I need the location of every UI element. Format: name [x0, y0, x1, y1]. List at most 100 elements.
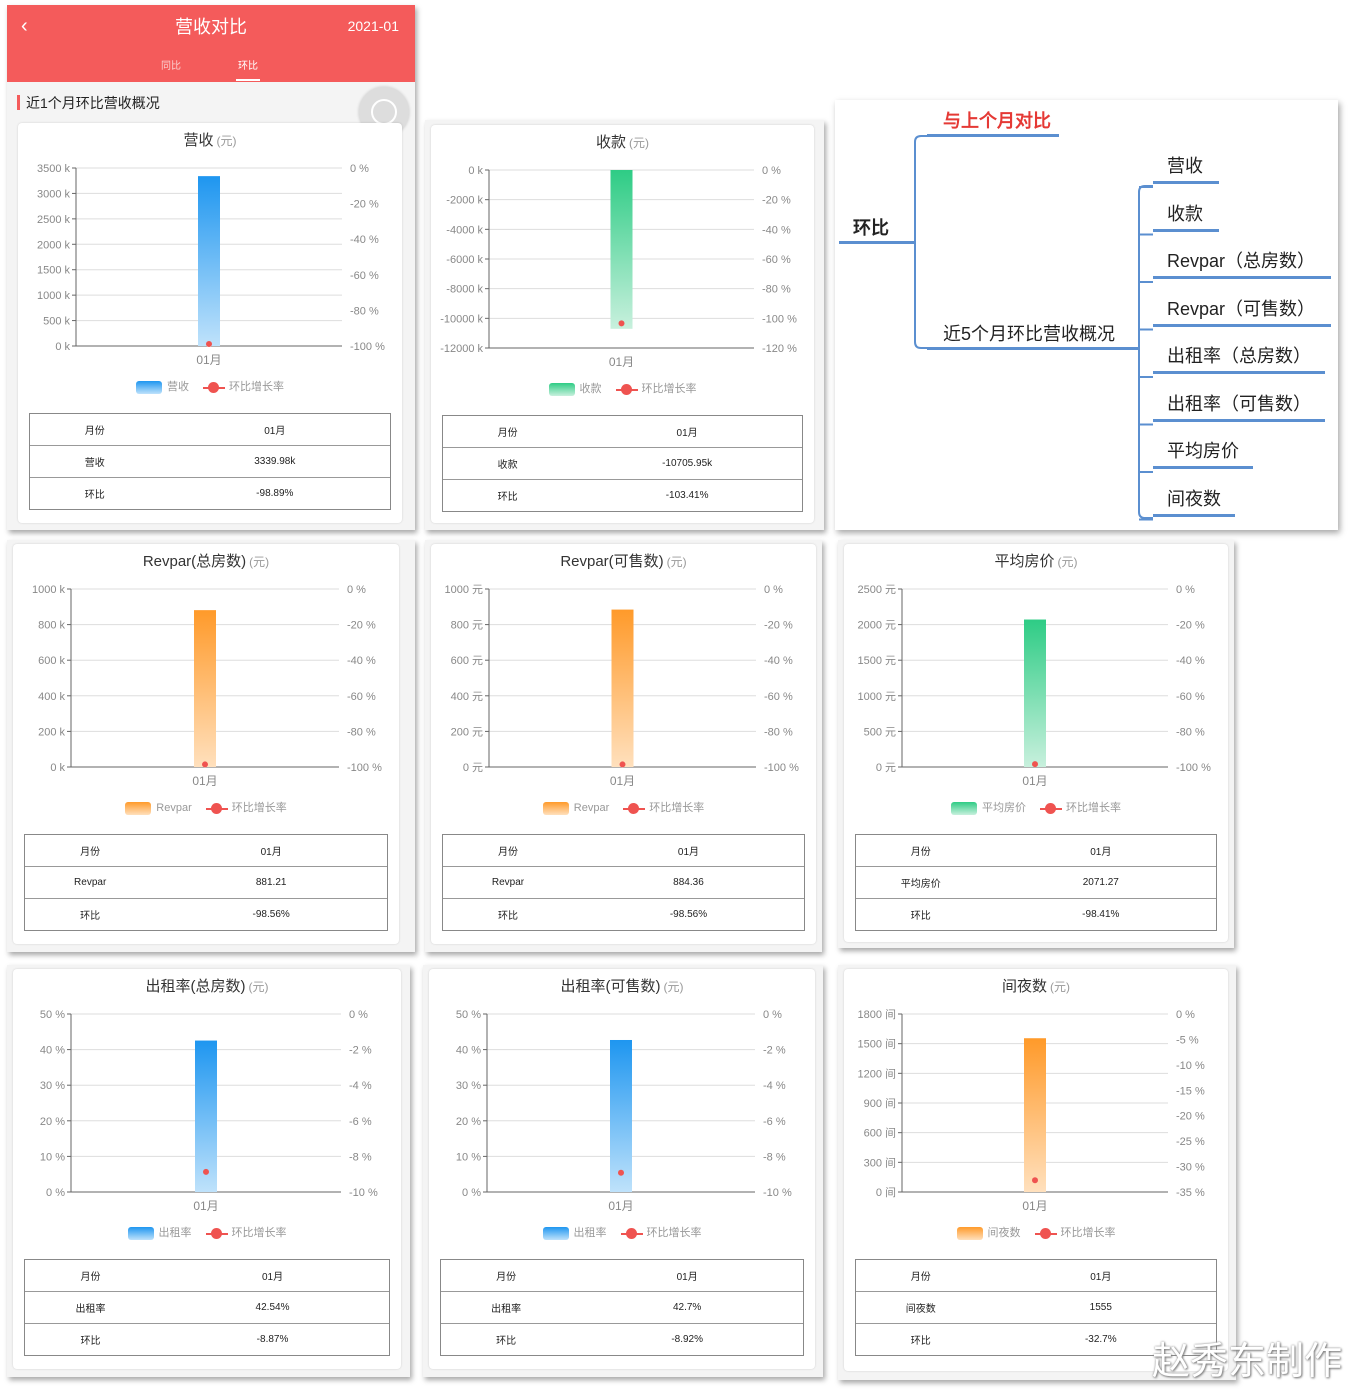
legend-bar-swatch[interactable] [956, 1226, 983, 1240]
tab-mom[interactable]: 环比 [238, 61, 258, 72]
legend-bar-swatch[interactable] [136, 380, 162, 394]
legend-bar-label[interactable]: 出租率 [158, 1227, 192, 1239]
y-tick-label: 0 元 [463, 762, 483, 774]
legend-bar-swatch[interactable] [542, 801, 569, 815]
bar-01[interactable] [610, 1039, 632, 1192]
table-cell-value: 884.36 [673, 877, 704, 888]
table-cell-label: 月份 [496, 1272, 517, 1283]
legend-line-label[interactable]: 环比增长率 [646, 1227, 702, 1239]
x-tick-label: 01月 [610, 774, 635, 788]
legend-bar-swatch[interactable] [127, 1226, 154, 1240]
chart-legend: 出租率 环比增长率 [13, 1224, 401, 1240]
panel-revpar-total: Revpar(总房数) (元) 1000 k 800 k 600 k 400 k 200 k… [7, 540, 415, 952]
mindmap-leaf-line-7 [1153, 513, 1235, 517]
bar-chart: 50 % 40 % 30 % 20 % 10 % 0 % 0 % -2 % -4 % -6 % -8… [456, 1009, 792, 1213]
growth-point-01[interactable] [619, 761, 626, 768]
legend-bar-label[interactable]: 平均房价 [982, 802, 1026, 814]
table-row-value: Revpar 881.21 [25, 866, 387, 898]
card-collection: 收款 (元) 0 k -2000 k -4000 k -6000 k -8000 k -100… [431, 125, 814, 523]
legend-line-swatch[interactable] [205, 802, 228, 815]
chart-title-unit: (元) [1050, 980, 1070, 994]
growth-point-01[interactable] [618, 320, 625, 327]
growth-point-01[interactable] [203, 1168, 209, 1175]
legend-line-label[interactable]: 环比增长率 [649, 802, 705, 814]
bar-01[interactable] [195, 1040, 217, 1192]
legend-bar-swatch[interactable] [125, 801, 152, 815]
legend-bar-label[interactable]: Revpar [156, 802, 192, 814]
y-tick-label: 50 % [40, 1009, 65, 1021]
legend-bar-label[interactable]: 收款 [579, 383, 602, 395]
legend-line-label[interactable]: 环比增长率 [1066, 802, 1121, 814]
bar-01[interactable] [1024, 1038, 1046, 1192]
panel-occupancy-sellable: 出租率(可售数) (元) 50 % 40 % 30 % 20 % 10 % 0 % 0 % -2 … [423, 965, 823, 1377]
y2-tick-label: -10 % [1176, 1060, 1205, 1072]
legend-bar-swatch[interactable] [951, 801, 977, 815]
growth-point-01[interactable] [1032, 761, 1038, 768]
y-tick-label: 0 k [55, 341, 70, 353]
mindmap-branch-previous-month: 与上个月对比 [943, 111, 1051, 131]
legend-line-label[interactable]: 环比增长率 [641, 383, 697, 395]
chart-legend: 平均房价 环比增长率 [844, 799, 1228, 815]
chart-title-text: Revpar(总房数) [142, 553, 247, 570]
y-tick-label: 500 元 [864, 726, 896, 738]
legend-line-label[interactable]: 环比增长率 [229, 381, 284, 393]
legend-bar-label[interactable]: 出租率 [573, 1227, 607, 1239]
legend-line-swatch[interactable] [623, 802, 646, 815]
bar-chart: 50 % 40 % 30 % 20 % 10 % 0 % 0 % -2 % -4 % -6 % -8… [40, 1009, 378, 1213]
bar-01[interactable] [1024, 619, 1046, 767]
table-cell-value: 2071.27 [1082, 877, 1119, 888]
data-table: 月份 01月 平均房价 2071.27 环比 -98.41% [855, 834, 1217, 931]
y-tick-label: 50 % [456, 1009, 481, 1021]
y2-tick-label: -100 % [1176, 762, 1211, 774]
table-cell-value: -103.41% [665, 490, 709, 501]
mindmap-leaf-6: 平均房价 [1167, 441, 1239, 461]
legend-line-swatch[interactable] [205, 1227, 228, 1240]
chart-legend: 收款 环比增长率 [431, 380, 814, 396]
table-cell-value: -8.92% [671, 1334, 703, 1345]
table-cell-value: 42.54% [255, 1302, 290, 1313]
y2-tick-label: -80 % [347, 726, 376, 738]
legend-line-swatch[interactable] [203, 381, 225, 394]
growth-point-01[interactable] [206, 341, 212, 348]
growth-point-01[interactable] [618, 1169, 624, 1176]
y2-tick-label: -20 % [347, 620, 376, 632]
legend-bar-label[interactable]: 营收 [167, 381, 189, 393]
legend-bar-label[interactable]: 间夜数 [987, 1227, 1021, 1239]
legend-line-label[interactable]: 环比增长率 [1060, 1227, 1116, 1239]
legend-line-swatch[interactable] [620, 1227, 643, 1240]
table-cell-value: 01月 [1090, 847, 1112, 858]
back-chevron-icon[interactable]: ‹ [21, 15, 28, 37]
tab-yoy[interactable]: 同比 [161, 61, 181, 72]
legend-line-label[interactable]: 环比增长率 [231, 802, 287, 814]
date-selector[interactable]: 2021-01 [347, 18, 399, 34]
legend-line-swatch[interactable] [615, 383, 638, 396]
bar-01[interactable] [198, 176, 220, 346]
y-tick-label: 0 % [462, 1187, 481, 1199]
y-tick-label: 2000 k [37, 239, 71, 251]
panel-revpar-sellable: Revpar(可售数) (元) 1000 元 800 元 600 元 400 元 200 元… [425, 540, 822, 952]
legend-bar-swatch[interactable] [548, 382, 575, 396]
mindmap-leaf-line-2 [1153, 276, 1331, 279]
legend-bar-label[interactable]: Revpar [573, 802, 610, 814]
bar-01[interactable] [610, 170, 633, 329]
y2-tick-label: -100 % [762, 313, 797, 325]
chart-title-text: 收款 [595, 134, 626, 151]
x-tick-label: 01月 [1022, 1199, 1047, 1213]
y-tick-label: 30 % [40, 1080, 65, 1092]
bar-01[interactable] [194, 610, 216, 767]
legend-line-swatch[interactable] [1040, 802, 1062, 815]
bar-01[interactable] [611, 609, 634, 767]
growth-point-01[interactable] [1032, 1177, 1038, 1184]
growth-point-01[interactable] [202, 761, 208, 768]
y-tick-label: 200 元 [451, 726, 483, 738]
table-cell-label: 月份 [497, 428, 518, 439]
y2-tick-label: -40 % [347, 655, 376, 667]
y-tick-label: 1500 间 [857, 1038, 896, 1051]
y2-tick-label: -80 % [350, 305, 379, 317]
legend-line-label[interactable]: 环比增长率 [231, 1227, 287, 1239]
y2-tick-label: -40 % [1176, 655, 1205, 667]
legend-bar-swatch[interactable] [542, 1226, 569, 1240]
y2-tick-label: 0 % [347, 584, 366, 596]
y-tick-label: 800 元 [451, 620, 483, 632]
legend-line-swatch[interactable] [1034, 1227, 1057, 1240]
